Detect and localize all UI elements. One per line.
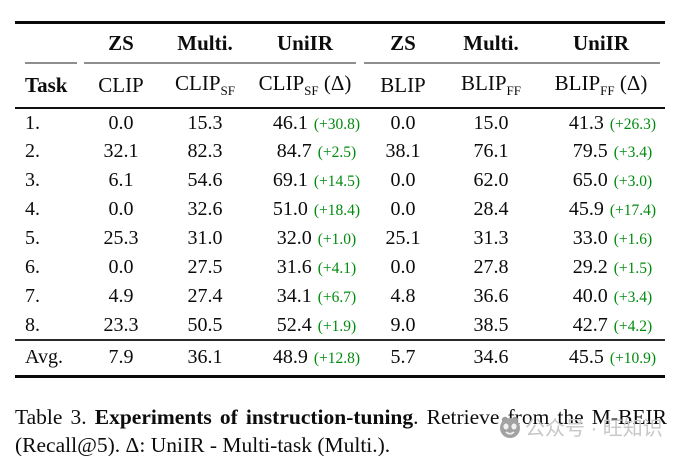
caption-prefix: Table 3. [15,404,95,429]
clip-zs-value: 0.0 [108,256,134,279]
task-label: 7. [25,285,40,308]
clip-multi-value: 27.4 [187,285,223,308]
task-label: 5. [25,227,40,250]
table-row: 7. 4.9 27.4 34.1 (+6.7) 4.8 36.6 40.0 (+3.… [15,282,665,311]
blip-zs-value: 0.0 [390,198,416,221]
blip-unir-cell: 33.0 (+1.6) [572,227,653,250]
group-header-empty [15,23,81,63]
clip-unir-cell: 46.1 (+30.8) [272,111,361,134]
col-header-blip-ff-delta: BLIPFF (Δ) [554,71,648,99]
clip-unir-cell: 69.1 (+14.5) [272,169,361,192]
blip-zs-value: 9.0 [390,313,416,336]
blip-multi-value: 31.3 [473,227,509,250]
clip-multi-value: 50.5 [187,313,223,336]
group-header-unir-blip: UniIR [572,31,630,55]
blip-multi-value: 38.5 [473,313,509,336]
clip-zs-value: 32.1 [103,140,139,163]
blip-unir-cell: 79.5 (+3.4) [572,140,653,163]
group-header-zs-blip: ZS [390,31,416,55]
blip-zs-value: 5.7 [361,339,445,377]
col-header-blip: BLIP [380,72,426,97]
blip-unir-cell: 65.0 (+3.0) [572,169,653,192]
clip-multi-value: 82.3 [187,140,223,163]
col-header-clip-sf-delta: CLIPSF (Δ) [258,71,352,99]
blip-zs-value: 38.1 [385,140,421,163]
clip-zs-value: 23.3 [103,313,139,336]
blip-group-rule [364,62,660,64]
blip-multi-value: 15.0 [473,111,509,134]
clip-unir-cell: 84.7 (+2.5) [276,140,357,163]
clip-unir-cell: 31.6 (+4.1) [276,256,357,279]
caption-body: . Retrieve from the M-BEIR (Recall@5). Δ… [15,404,667,456]
col-header-clip-sf: CLIPSF [175,71,235,99]
blip-multi-value: 27.8 [473,256,509,279]
clip-multi-value: 36.1 [161,339,249,377]
blip-zs-value: 0.0 [390,256,416,279]
clip-multi-value: 27.5 [187,256,223,279]
task-column-rule [25,62,77,64]
task-label: 2. [25,140,40,163]
table-row: 1. 0.0 15.3 46.1 (+30.8) 0.0 15.0 41.3 (+2… [15,108,665,137]
table-row: 6. 0.0 27.5 31.6 (+4.1) 0.0 27.8 29.2 (+1.… [15,253,665,282]
task-label: 1. [25,111,40,134]
blip-multi-value: 76.1 [473,140,509,163]
results-table: ZS Multi. UniIR ZS Multi. UniIR Task CLI… [15,21,665,378]
group-header-unir-clip: UniIR [276,31,334,55]
clip-zs-value: 25.3 [103,227,139,250]
blip-zs-value: 0.0 [390,111,416,134]
clip-multi-value: 15.3 [187,111,223,134]
table-group-header-row: ZS Multi. UniIR ZS Multi. UniIR [15,23,665,63]
task-label: 8. [25,313,40,336]
table-row: 3. 6.1 54.6 69.1 (+14.5) 0.0 62.0 65.0 (+3… [15,166,665,195]
table-row: 2. 32.1 82.3 84.7 (+2.5) 38.1 76.1 79.5 (+… [15,137,665,166]
blip-unir-cell: 40.0 (+3.4) [572,285,653,308]
table-row: 4. 0.0 32.6 51.0 (+18.4) 0.0 28.4 45.9 (+1… [15,195,665,224]
table-column-header-row: Task CLIP CLIPSF CLIPSF (Δ) BLIP BLIPFF … [15,64,665,109]
clip-group-rule [84,62,356,64]
col-header-task: Task [25,72,68,97]
clip-zs-value: 4.9 [108,285,134,308]
blip-zs-value: 0.0 [390,169,416,192]
task-label: 6. [25,256,40,279]
table-row: 8. 23.3 50.5 52.4 (+1.9) 9.0 38.5 42.7 (+4… [15,311,665,340]
blip-multi-value: 28.4 [473,198,509,221]
clip-unir-cell: 34.1 (+6.7) [276,285,357,308]
blip-multi-value: 62.0 [473,169,509,192]
blip-unir-cell: 41.3 (+26.3) [568,111,657,134]
col-header-clip: CLIP [98,72,144,97]
blip-unir-cell: 45.5 (+10.9) [537,339,665,377]
clip-multi-value: 31.0 [187,227,223,250]
table-row: 5. 25.3 31.0 32.0 (+1.0) 25.1 31.3 33.0 (+… [15,224,665,253]
group-header-multi-clip: Multi. [177,31,233,55]
task-label: 3. [25,169,40,192]
clip-zs-value: 0.0 [108,111,134,134]
blip-zs-value: 4.8 [390,285,416,308]
blip-unir-cell: 29.2 (+1.5) [572,256,653,279]
blip-unir-cell: 42.7 (+4.2) [572,313,653,336]
blip-unir-cell: 45.9 (+17.4) [568,198,657,221]
blip-zs-value: 25.1 [385,227,421,250]
clip-multi-value: 54.6 [187,169,223,192]
blip-multi-value: 36.6 [473,285,509,308]
clip-multi-value: 32.6 [187,198,223,221]
group-header-multi-blip: Multi. [463,31,519,55]
clip-unir-cell: 52.4 (+1.9) [276,313,357,336]
clip-unir-cell: 51.0 (+18.4) [272,198,361,221]
clip-zs-value: 7.9 [81,339,161,377]
clip-unir-cell: 32.0 (+1.0) [276,227,357,250]
task-label: Avg. [15,339,81,377]
task-label: 4. [25,198,40,221]
group-header-zs-clip: ZS [108,31,134,55]
col-header-blip-ff: BLIPFF [461,71,521,99]
average-row: Avg. 7.9 36.1 48.9 (+12.8) 5.7 34.6 45.5(… [15,339,665,377]
clip-zs-value: 6.1 [108,169,134,192]
clip-zs-value: 0.0 [108,198,134,221]
clip-unir-cell: 48.9 (+12.8) [249,339,361,377]
caption-title: Experiments of instruction-tuning [94,404,414,429]
blip-multi-value: 34.6 [445,339,537,377]
table-caption: Table 3. Experiments of instruction-tuni… [15,404,667,456]
cmidrule-row [15,62,665,64]
